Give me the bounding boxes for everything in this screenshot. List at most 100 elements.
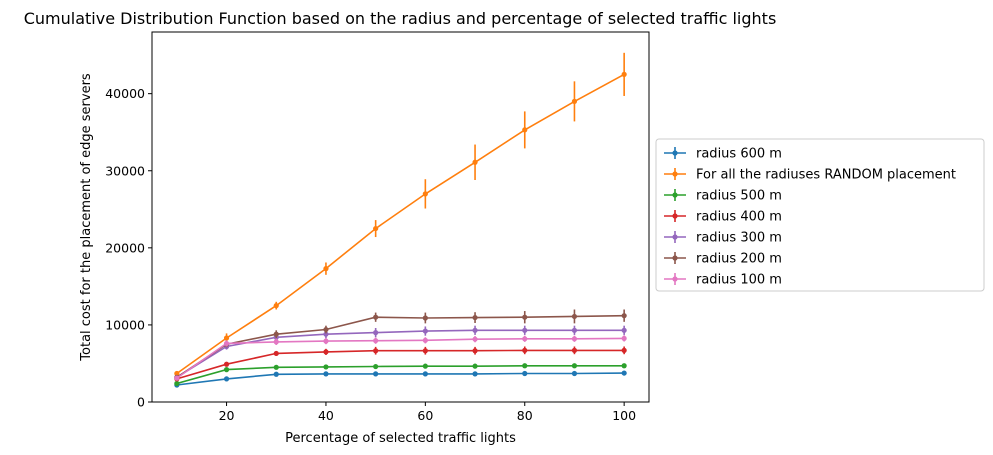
legend-swatch-marker — [672, 171, 678, 177]
data-point — [223, 376, 230, 382]
data-point — [422, 337, 428, 343]
legend-item[interactable]: radius 300 m — [664, 231, 782, 246]
data-point — [472, 363, 478, 369]
y-tick-label: 30000 — [105, 163, 145, 178]
series-line — [176, 372, 625, 386]
data-point — [373, 363, 379, 370]
data-point — [621, 327, 627, 333]
data-point — [571, 363, 578, 369]
x-tick-label: 40 — [318, 408, 334, 423]
data-point — [472, 371, 478, 377]
data-point — [373, 330, 379, 336]
data-point — [571, 370, 578, 377]
data-point — [422, 315, 428, 321]
data-point — [323, 331, 329, 337]
series-layer — [174, 52, 627, 388]
x-axis-label: Percentage of selected traffic lights — [285, 431, 516, 446]
y-axis-label: Total cost for the placement of edge ser… — [79, 73, 94, 362]
legend-item[interactable]: For all the radiuses RANDOM placement — [664, 168, 956, 183]
legend-label: radius 600 m — [696, 147, 782, 162]
series-line — [176, 329, 625, 378]
legend-item[interactable]: radius 100 m — [664, 273, 782, 288]
data-point — [571, 313, 578, 320]
data-point — [621, 335, 627, 342]
data-point — [273, 303, 279, 309]
x-tick-label: 20 — [219, 408, 235, 423]
data-point — [422, 348, 428, 354]
data-point — [223, 340, 230, 347]
data-point — [571, 327, 578, 333]
legend-swatch-marker — [672, 192, 678, 198]
legend-swatch-marker — [672, 234, 678, 240]
x-axis: 20 40 60 80 100 — [219, 402, 636, 423]
data-point — [522, 370, 528, 377]
series-line — [176, 337, 625, 379]
data-point — [571, 98, 578, 104]
legend-item[interactable]: radius 400 m — [664, 210, 782, 225]
data-point — [621, 71, 627, 77]
series-3 — [174, 346, 627, 382]
series-0 — [174, 370, 627, 388]
legend-item[interactable]: radius 600 m — [664, 147, 782, 162]
legend-frame — [655, 138, 985, 292]
data-point — [373, 371, 379, 377]
x-tick-label: 100 — [612, 408, 636, 423]
data-point — [621, 370, 627, 376]
series-line — [176, 73, 625, 375]
series-6 — [174, 335, 627, 381]
series-line — [176, 364, 625, 385]
data-point — [422, 363, 428, 369]
y-tick-label: 0 — [137, 395, 145, 410]
series-2 — [174, 363, 627, 387]
chart-title: Cumulative Distribution Function based o… — [24, 9, 777, 28]
legend-item[interactable]: radius 200 m — [664, 252, 782, 267]
data-point — [273, 331, 279, 337]
data-point — [472, 314, 478, 321]
series-4 — [174, 325, 627, 380]
y-tick-label: 10000 — [105, 317, 145, 332]
series-1 — [174, 52, 627, 377]
y-tick-label: 40000 — [105, 86, 145, 101]
data-point — [621, 347, 627, 353]
data-point — [472, 336, 478, 342]
y-axis: 0 10000 20000 30000 40000 — [105, 86, 152, 410]
legend-swatch-marker — [672, 255, 678, 261]
legend-swatch-marker — [672, 276, 678, 282]
data-point — [174, 375, 180, 381]
data-point — [223, 335, 230, 341]
data-point — [571, 336, 578, 342]
legend[interactable]: radius 600 m For all the radiuses RANDOM … — [655, 138, 985, 292]
plot-area — [151, 31, 650, 403]
x-tick-label: 60 — [417, 408, 433, 423]
legend-label: For all the radiuses RANDOM placement — [696, 168, 956, 183]
data-point — [323, 266, 329, 272]
legend-swatch-marker — [672, 150, 678, 156]
data-point — [422, 371, 428, 377]
y-tick-label: 20000 — [105, 240, 145, 255]
data-point — [223, 361, 230, 367]
data-point — [373, 338, 379, 344]
data-point — [472, 159, 478, 165]
data-point — [522, 336, 528, 342]
data-point — [273, 350, 279, 357]
data-point — [323, 364, 329, 370]
series-line — [176, 314, 625, 378]
x-tick-label: 80 — [517, 408, 533, 423]
data-point — [621, 313, 627, 319]
legend-label: radius 200 m — [696, 252, 782, 267]
legend-label: radius 400 m — [696, 210, 782, 225]
data-point — [472, 327, 478, 333]
data-point — [223, 367, 230, 373]
data-point — [323, 349, 329, 355]
data-point — [273, 371, 279, 377]
data-point — [174, 380, 180, 387]
legend-swatch-marker — [672, 213, 678, 219]
data-point — [273, 339, 279, 345]
data-point — [323, 326, 329, 333]
data-point — [422, 191, 428, 197]
legend-label: radius 100 m — [696, 273, 782, 288]
data-point — [373, 225, 379, 232]
data-point — [522, 314, 528, 320]
legend-item[interactable]: radius 500 m — [664, 189, 782, 204]
